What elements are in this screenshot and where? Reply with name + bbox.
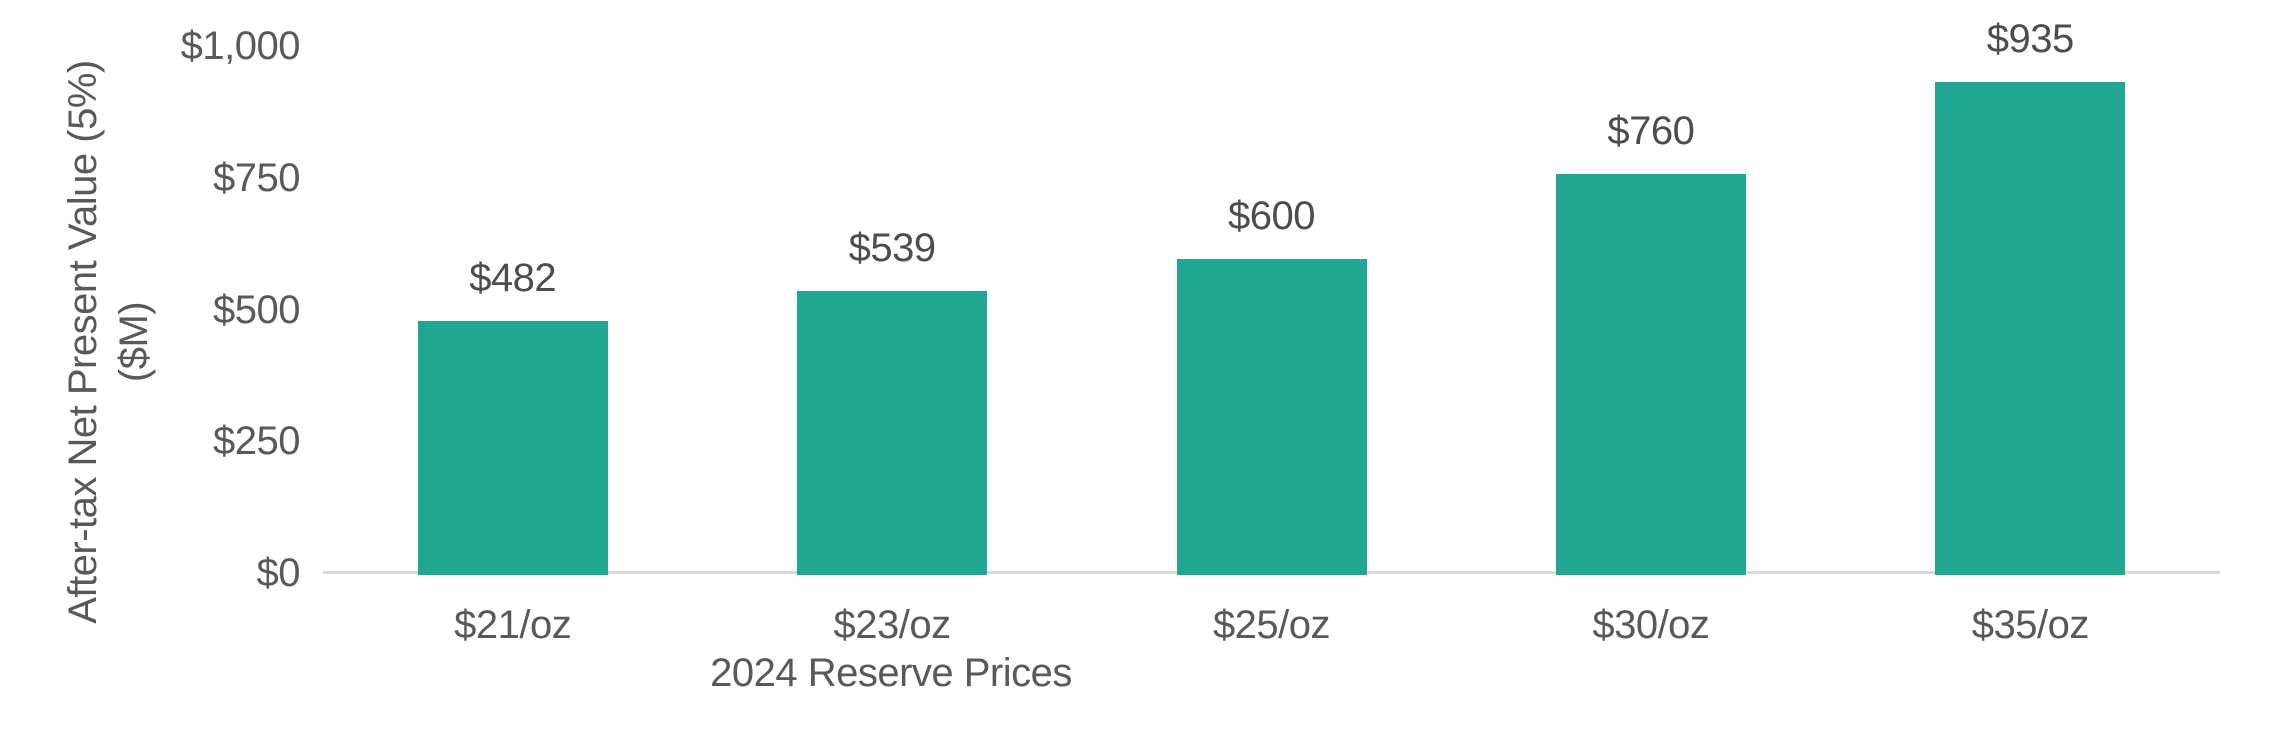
y-axis-title: After-tax Net Present Value (5%) ($M) [58, 0, 160, 692]
y-tick-label: $250 [213, 419, 300, 464]
bar-data-label: $539 [848, 226, 936, 270]
bar [417, 321, 608, 575]
y-tick-label: $750 [213, 155, 300, 200]
x-axis-title: 2024 Reserve Prices [710, 651, 1072, 695]
y-tick-label: $1,000 [180, 24, 301, 68]
x-tick-label: $25/oz [1212, 603, 1331, 647]
bar [797, 291, 988, 575]
bar-data-label: $760 [1607, 109, 1695, 153]
bar-data-label: $935 [1986, 17, 2074, 61]
bar [1935, 82, 2126, 575]
x-tick-label: $23/oz [833, 603, 952, 647]
x-tick-label: $21/oz [454, 603, 572, 647]
y-tick-label: $0 [256, 551, 301, 595]
x-tick-label: $35/oz [1971, 603, 2090, 647]
y-axis-title-line1: After-tax Net Present Value (5%) [61, 60, 105, 624]
x-tick-label: $30/oz [1592, 603, 1710, 647]
y-axis-title-line2: ($M) [112, 301, 156, 383]
bar [1176, 259, 1367, 575]
bar-data-label: $600 [1228, 194, 1315, 238]
bar [1555, 174, 1746, 575]
y-tick-label: $500 [213, 287, 300, 332]
bar-data-label: $482 [469, 256, 557, 300]
